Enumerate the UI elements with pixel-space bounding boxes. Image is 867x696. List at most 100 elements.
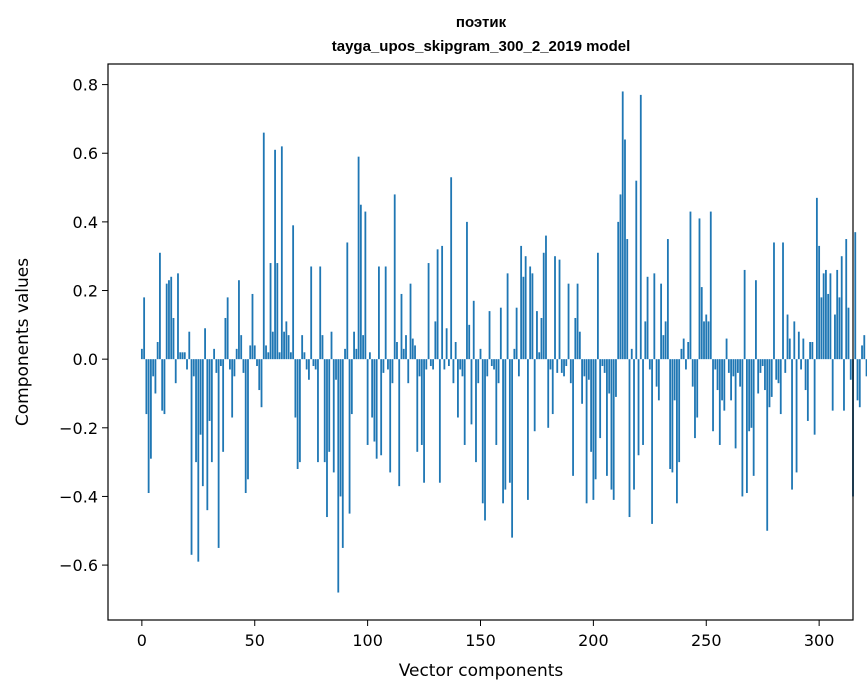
bar-264	[736, 359, 739, 373]
bar-148	[475, 359, 477, 463]
bar-282	[777, 359, 780, 384]
bar-291	[797, 331, 800, 360]
bar-208	[610, 359, 613, 490]
bar-176	[538, 352, 541, 360]
bar-18	[181, 352, 184, 360]
bar-122	[416, 359, 419, 452]
bar-134	[443, 359, 446, 370]
bar-116	[402, 348, 405, 360]
bar-248	[700, 287, 703, 360]
bar-132	[438, 359, 441, 483]
bar-314	[849, 359, 852, 380]
bar-211	[617, 221, 620, 360]
bar-172	[529, 266, 532, 360]
bar-241	[685, 359, 687, 370]
bar-200	[592, 359, 595, 500]
bar-129	[432, 359, 434, 370]
bar-126	[425, 359, 428, 370]
bar-216	[628, 359, 631, 518]
bar-136	[447, 359, 450, 367]
bar-228	[655, 359, 658, 387]
bar-33	[215, 359, 218, 373]
bar-40	[231, 359, 234, 418]
bar-210	[615, 359, 617, 397]
bar-37	[224, 317, 227, 360]
bar-38	[226, 297, 229, 360]
bar-19	[183, 352, 186, 360]
bar-15	[174, 359, 177, 384]
x-tick-label: 200	[578, 631, 609, 650]
bar-108	[384, 266, 387, 360]
bar-97	[359, 204, 362, 360]
bar-42	[235, 348, 238, 360]
bar-43	[238, 280, 240, 360]
bar-167	[517, 359, 520, 377]
bar-242	[687, 342, 690, 360]
bar-100	[366, 359, 369, 445]
bar-225	[648, 359, 651, 370]
bar-93	[350, 359, 353, 415]
bar-60	[276, 263, 279, 360]
bar-10	[163, 359, 166, 415]
bar-201	[594, 359, 597, 480]
bar-194	[578, 331, 581, 360]
bar-249	[703, 321, 705, 360]
bar-83	[328, 359, 331, 452]
bar-191	[572, 359, 574, 476]
bar-244	[691, 359, 694, 387]
bar-306	[831, 359, 834, 411]
bar-88	[339, 359, 342, 497]
bar-9	[161, 359, 164, 411]
bar-135	[445, 328, 448, 360]
bar-232	[664, 321, 667, 360]
bar-62	[280, 146, 283, 360]
bar-293	[802, 338, 805, 360]
bar-113	[396, 342, 398, 360]
bar-102	[371, 359, 374, 418]
bar-245	[694, 359, 696, 439]
bar-44	[240, 335, 243, 360]
bar-221	[639, 94, 642, 360]
y-tick-label: 0.0	[73, 350, 98, 369]
bar-107	[382, 359, 385, 373]
bar-95	[355, 348, 358, 360]
bar-296	[809, 342, 812, 360]
bar-246	[696, 359, 699, 418]
bar-156	[493, 359, 495, 370]
bar-26	[199, 359, 202, 435]
bar-152	[484, 359, 486, 521]
bar-240	[682, 338, 685, 360]
chart-title: поэтик	[456, 14, 507, 31]
bar-121	[414, 345, 416, 360]
bar-106	[380, 359, 383, 456]
y-tick-label: −0.2	[59, 419, 98, 438]
bar-53	[260, 359, 263, 408]
bar-213	[621, 91, 624, 360]
bar-69	[296, 359, 299, 469]
x-axis-label: Vector components	[399, 661, 564, 681]
bar-236	[673, 359, 676, 401]
bar-274	[759, 359, 762, 373]
bar-308	[836, 269, 839, 360]
bar-59	[274, 149, 276, 360]
bar-16	[177, 273, 179, 360]
bar-279	[770, 359, 773, 397]
bar-94	[353, 331, 355, 360]
bar-192	[574, 317, 577, 360]
bar-104	[375, 359, 378, 459]
bar-82	[326, 359, 328, 518]
bar-272	[755, 280, 757, 360]
bar-0	[140, 348, 143, 360]
bar-301	[820, 297, 823, 360]
bar-87	[337, 359, 340, 593]
bar-7	[156, 342, 159, 360]
bar-178	[542, 252, 545, 360]
bar-118	[407, 359, 410, 384]
bar-206	[606, 359, 608, 476]
bar-182	[551, 359, 554, 415]
bar-139	[454, 342, 457, 360]
bar-157	[495, 359, 498, 445]
bar-214	[624, 139, 626, 360]
bar-230	[660, 283, 663, 360]
